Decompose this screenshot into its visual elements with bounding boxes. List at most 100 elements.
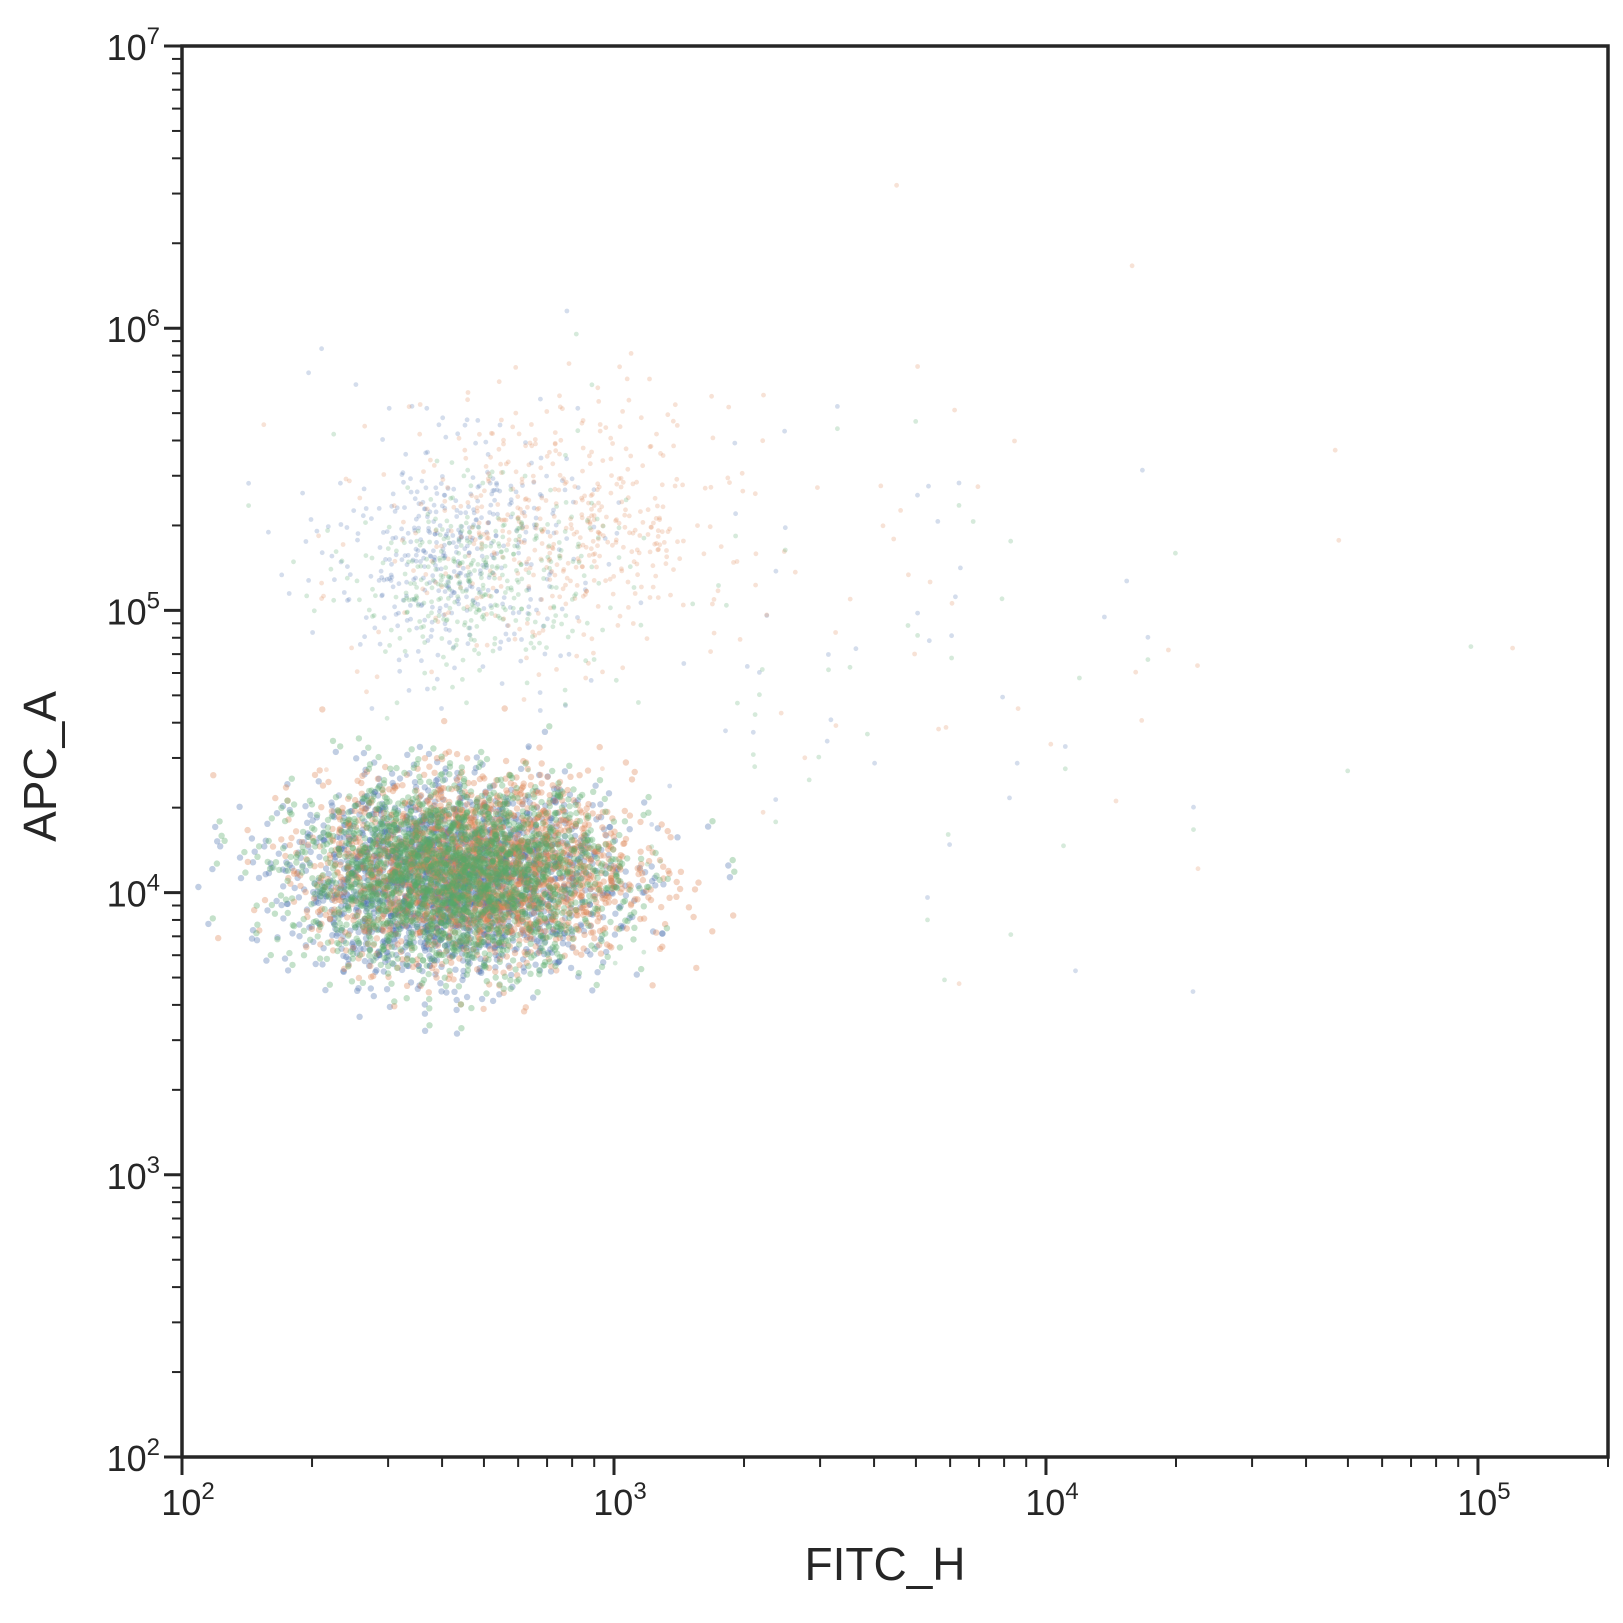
data-point bbox=[442, 589, 448, 594]
data-point bbox=[362, 805, 370, 812]
data-point bbox=[485, 587, 491, 593]
data-point bbox=[532, 437, 538, 442]
data-point bbox=[664, 548, 669, 553]
data-point bbox=[674, 423, 680, 428]
data-point bbox=[391, 804, 399, 811]
data-point bbox=[464, 755, 471, 762]
data-point bbox=[455, 876, 462, 883]
data-point bbox=[351, 880, 359, 888]
data-point bbox=[603, 948, 610, 956]
data-point bbox=[317, 862, 324, 869]
data-point bbox=[436, 948, 443, 956]
data-point bbox=[244, 858, 251, 866]
data-point bbox=[596, 399, 602, 404]
data-point bbox=[589, 802, 596, 809]
data-point bbox=[535, 771, 543, 779]
data-point bbox=[367, 883, 374, 891]
data-point bbox=[404, 751, 411, 758]
data-point bbox=[440, 827, 447, 835]
data-point bbox=[610, 591, 616, 597]
data-point bbox=[633, 971, 640, 978]
data-point bbox=[432, 798, 439, 805]
data-point bbox=[338, 911, 345, 918]
data-point bbox=[340, 952, 347, 960]
data-point bbox=[496, 904, 504, 911]
data-point bbox=[587, 461, 593, 467]
data-point bbox=[617, 613, 623, 619]
data-point bbox=[444, 899, 451, 906]
data-point bbox=[431, 463, 437, 468]
data-point bbox=[385, 877, 393, 885]
data-point bbox=[536, 947, 543, 954]
data-point bbox=[949, 633, 954, 639]
data-point bbox=[506, 537, 512, 543]
data-point bbox=[513, 469, 519, 475]
data-point bbox=[363, 848, 370, 856]
data-point bbox=[397, 902, 405, 909]
data-point bbox=[627, 902, 635, 909]
data-point bbox=[465, 390, 471, 395]
data-point bbox=[647, 595, 653, 600]
data-point bbox=[559, 940, 567, 947]
data-point bbox=[488, 502, 494, 508]
data-point bbox=[399, 472, 405, 477]
data-point bbox=[537, 934, 544, 941]
data-point bbox=[473, 440, 478, 446]
data-point bbox=[503, 787, 510, 794]
data-point bbox=[465, 641, 471, 647]
data-point bbox=[568, 578, 573, 584]
data-point bbox=[403, 861, 410, 868]
data-point bbox=[319, 961, 326, 968]
data-point bbox=[390, 535, 396, 541]
data-point bbox=[402, 858, 409, 865]
data-point bbox=[453, 882, 461, 890]
data-point bbox=[496, 877, 503, 885]
data-point bbox=[557, 393, 562, 399]
data-point bbox=[525, 504, 530, 510]
data-point bbox=[454, 856, 461, 863]
data-point bbox=[319, 706, 326, 713]
data-point bbox=[658, 451, 663, 456]
data-point bbox=[592, 782, 599, 789]
data-point bbox=[573, 564, 579, 570]
data-point bbox=[512, 636, 518, 642]
data-point bbox=[391, 943, 398, 951]
data-point bbox=[244, 826, 251, 834]
data-point bbox=[452, 665, 457, 671]
data-point bbox=[506, 529, 512, 535]
data-point bbox=[413, 575, 418, 581]
data-point bbox=[505, 878, 513, 885]
data-point bbox=[402, 876, 409, 884]
data-point bbox=[375, 806, 382, 813]
data-point bbox=[456, 942, 464, 949]
data-point bbox=[493, 533, 499, 539]
data-point bbox=[404, 653, 409, 658]
data-point bbox=[438, 915, 445, 922]
data-point bbox=[450, 887, 457, 894]
data-point bbox=[500, 922, 508, 930]
data-point bbox=[407, 888, 414, 896]
data-point bbox=[659, 930, 666, 937]
data-point bbox=[564, 308, 570, 314]
data-point bbox=[465, 940, 472, 947]
data-point bbox=[553, 927, 561, 934]
data-point bbox=[399, 557, 405, 563]
data-point bbox=[525, 743, 532, 750]
data-point bbox=[419, 658, 424, 664]
data-point bbox=[450, 892, 457, 899]
data-point bbox=[261, 896, 269, 904]
data-point bbox=[404, 871, 411, 878]
data-point bbox=[525, 843, 533, 851]
data-point bbox=[442, 492, 448, 498]
data-point bbox=[359, 865, 366, 872]
data-point bbox=[337, 885, 345, 892]
data-point bbox=[490, 585, 496, 591]
data-point bbox=[330, 919, 337, 926]
data-point bbox=[560, 406, 565, 412]
data-point bbox=[302, 803, 309, 810]
data-point bbox=[437, 980, 444, 987]
data-point bbox=[629, 913, 636, 921]
data-point bbox=[391, 869, 398, 876]
data-point bbox=[355, 866, 362, 874]
data-point bbox=[310, 899, 318, 907]
